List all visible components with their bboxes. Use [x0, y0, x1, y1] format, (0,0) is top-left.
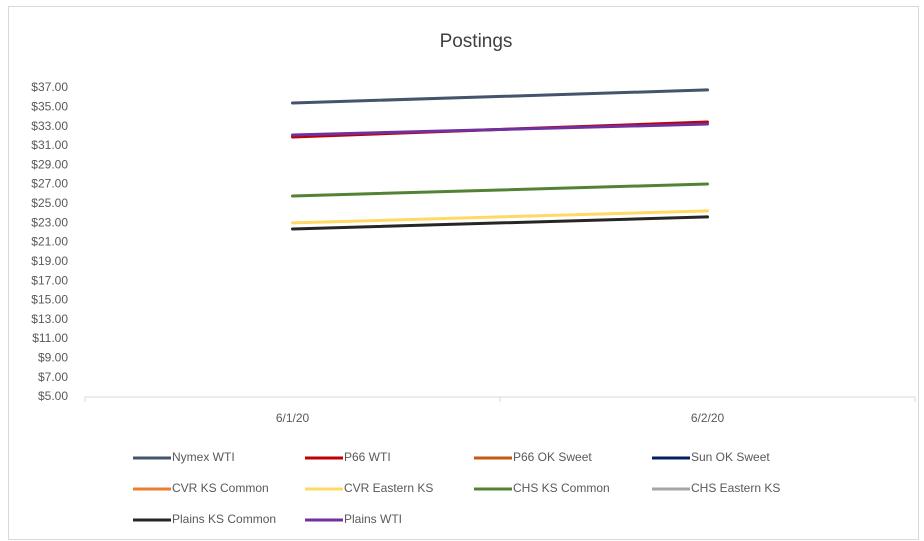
y-tick-label: $35.00	[31, 99, 68, 113]
series-line	[291, 122, 709, 137]
legend-label: P66 WTI	[344, 450, 391, 464]
y-tick-label: $25.00	[31, 196, 68, 210]
legend-label: Plains WTI	[344, 512, 402, 526]
y-tick-label: $13.00	[31, 312, 68, 326]
series-line	[291, 215, 709, 231]
x-tick-label: 6/2/20	[691, 411, 725, 425]
chart-title: Postings	[440, 31, 513, 52]
chart-frame	[8, 6, 919, 540]
legend-label: P66 OK Sweet	[513, 450, 592, 464]
y-tick-label: $27.00	[31, 177, 68, 191]
y-tick-label: $9.00	[38, 351, 68, 365]
series-line	[291, 88, 709, 105]
y-tick-label: $31.00	[31, 138, 68, 152]
legend-label: Nymex WTI	[172, 450, 235, 464]
y-tick-label: $7.00	[38, 370, 68, 384]
y-tick-label: $11.00	[32, 331, 68, 345]
legend-label: Plains KS Common	[172, 512, 276, 526]
legend-label: CHS Eastern KS	[691, 481, 780, 495]
y-tick-label: $19.00	[31, 254, 68, 268]
series-line	[291, 182, 709, 198]
y-tick-label: $23.00	[31, 215, 68, 229]
y-tick-label: $33.00	[31, 119, 68, 133]
y-tick-label: $21.00	[31, 235, 68, 249]
legend-label: CVR Eastern KS	[344, 481, 433, 495]
legend-label: CHS KS Common	[513, 481, 610, 495]
legend-label: CVR KS Common	[172, 481, 269, 495]
y-tick-label: $29.00	[31, 157, 68, 171]
y-tick-label: $17.00	[31, 273, 68, 287]
y-tick-label: $15.00	[31, 293, 68, 307]
y-tick-label: $37.00	[31, 80, 68, 94]
legend-label: Sun OK Sweet	[691, 450, 770, 464]
x-tick-label: 6/1/20	[276, 411, 310, 425]
y-tick-label: $5.00	[38, 389, 68, 403]
series-line	[291, 209, 709, 225]
